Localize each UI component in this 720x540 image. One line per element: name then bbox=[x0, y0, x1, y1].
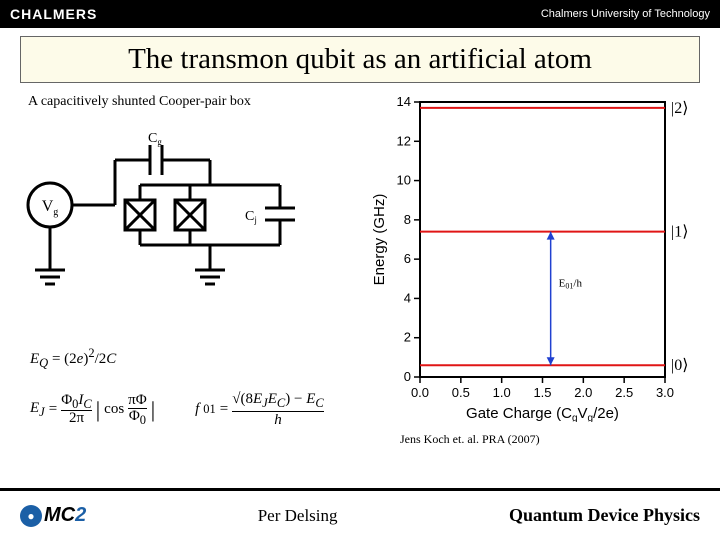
cg-label: Cg bbox=[148, 131, 162, 147]
mc2-text: MC2 bbox=[44, 504, 86, 527]
slide-title-box: The transmon qubit as an artificial atom bbox=[20, 36, 700, 83]
svg-text:12: 12 bbox=[397, 133, 411, 148]
svg-text:6: 6 bbox=[404, 251, 411, 266]
mc2-logo: ● MC2 bbox=[20, 504, 86, 527]
chalmers-logo: CHALMERS bbox=[10, 6, 97, 22]
svg-text:1.0: 1.0 bbox=[493, 385, 511, 400]
equations-block: EQ = (2e)2/2C EJ = Φ0IC 2π |cos πΦ Φ0 | … bbox=[30, 340, 370, 442]
svg-text:3.0: 3.0 bbox=[656, 385, 674, 400]
svg-text:Gate Charge (CgVg/2e): Gate Charge (CgVg/2e) bbox=[466, 405, 619, 422]
svg-text:14: 14 bbox=[397, 94, 411, 109]
svg-text:1.5: 1.5 bbox=[533, 385, 551, 400]
eq-eq: EQ = (2e)2/2C bbox=[30, 340, 116, 378]
author-name: Per Delsing bbox=[258, 506, 338, 526]
eq-f01: f01 = √(8EJEC) − EC h bbox=[195, 391, 324, 428]
svg-text:Energy (GHz): Energy (GHz) bbox=[371, 194, 388, 286]
svg-text:2.0: 2.0 bbox=[574, 385, 592, 400]
eq-ej: EJ = Φ0IC 2π |cos πΦ Φ0 | bbox=[30, 386, 155, 434]
footer-bar: ● MC2 Per Delsing Quantum Device Physics bbox=[0, 488, 720, 540]
svg-text:0: 0 bbox=[404, 369, 411, 384]
svg-text:8: 8 bbox=[404, 212, 411, 227]
mc2-dot-icon: ● bbox=[20, 505, 42, 527]
svg-text:0.0: 0.0 bbox=[411, 385, 429, 400]
svg-text:|2⟩: |2⟩ bbox=[671, 100, 688, 117]
slide-title: The transmon qubit as an artificial atom bbox=[21, 43, 699, 76]
cj-label: Cj bbox=[245, 209, 257, 225]
citation: Jens Koch et. al. PRA (2007) bbox=[400, 432, 540, 447]
header-bar: CHALMERS Chalmers University of Technolo… bbox=[0, 0, 720, 28]
svg-text:|1⟩: |1⟩ bbox=[671, 224, 688, 241]
svg-text:2.5: 2.5 bbox=[615, 385, 633, 400]
energy-chart: 0 2 4 6 8 10 12 14 0.0 0.5 1.0 1.5 2.0 2.5 3.0 Gate Cha… bbox=[370, 92, 700, 422]
svg-text:2: 2 bbox=[404, 330, 411, 345]
svg-text:4: 4 bbox=[404, 290, 411, 305]
circuit-diagram: Vg Cg Cj bbox=[20, 130, 330, 310]
university-name: Chalmers University of Technology bbox=[541, 8, 710, 20]
svg-text:0.5: 0.5 bbox=[452, 385, 470, 400]
svg-text:|0⟩: |0⟩ bbox=[671, 357, 688, 374]
circuit-caption: A capacitively shunted Cooper-pair box bbox=[28, 94, 251, 110]
group-name: Quantum Device Physics bbox=[509, 505, 700, 526]
svg-text:10: 10 bbox=[397, 173, 411, 188]
